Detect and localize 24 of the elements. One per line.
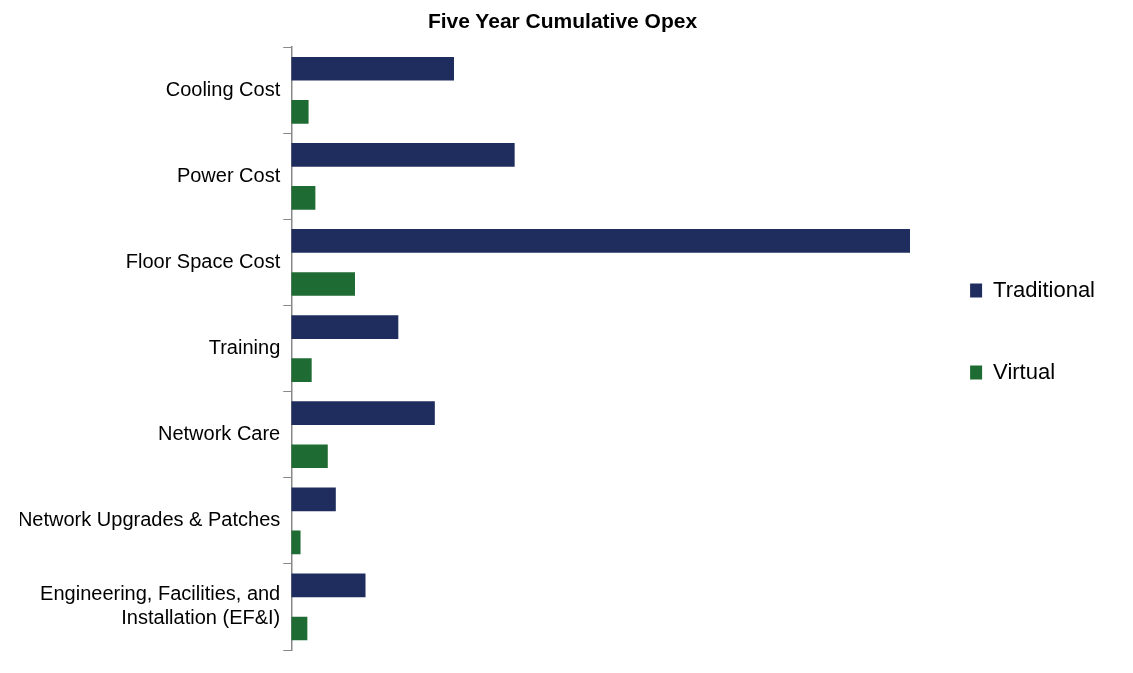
bar — [291, 616, 308, 641]
y-tick-label: Engineering, Facilities, and Installation (EF&I) — [40, 582, 281, 629]
y-tick-label: Cooling Cost — [165, 77, 281, 100]
bar — [291, 143, 515, 167]
bar — [291, 315, 399, 339]
bar — [291, 530, 301, 555]
bar — [291, 272, 355, 296]
y-tick-label: Network Upgrades & Patches — [17, 508, 281, 531]
y-tick-label: Power Cost — [176, 163, 281, 186]
y-tick-label: Floor Space Cost — [125, 250, 281, 272]
bar — [291, 186, 316, 210]
bar — [291, 229, 911, 253]
bar — [291, 573, 366, 598]
bar — [291, 487, 336, 512]
y-tick-label: Training — [208, 336, 281, 359]
bar — [291, 358, 312, 382]
y-tick-label: Network Care — [157, 422, 281, 445]
legend-label: Traditional — [993, 276, 1096, 302]
bar — [291, 99, 309, 124]
bar — [291, 444, 328, 469]
bar — [291, 56, 455, 81]
legend-label: Virtual — [993, 358, 1056, 384]
bar — [291, 401, 435, 426]
chart-title: Five Year Cumulative Opex — [427, 9, 698, 33]
